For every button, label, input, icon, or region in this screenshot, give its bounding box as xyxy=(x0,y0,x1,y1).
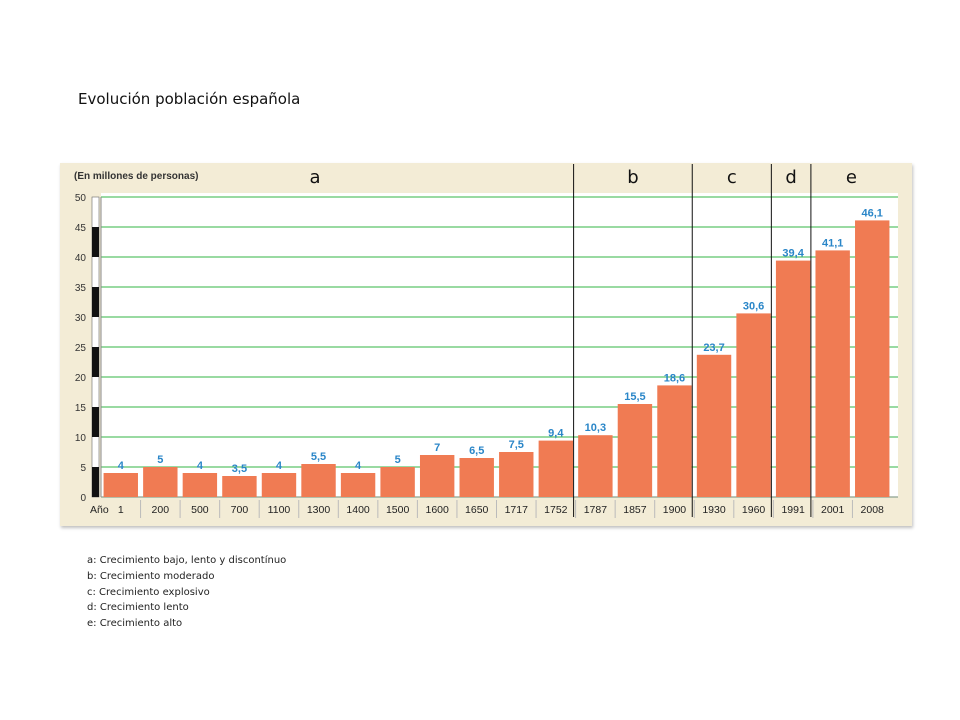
bar-1857 xyxy=(617,404,653,497)
bar-1960 xyxy=(736,313,771,497)
legend-item-e: e: Crecimiento alto xyxy=(87,618,183,630)
x-axis-label: Año xyxy=(90,504,109,516)
data-label-1717: 7,5 xyxy=(509,439,524,451)
data-label-700: 3,5 xyxy=(232,463,247,475)
x-tick-label: 1900 xyxy=(663,504,687,516)
bar-1 xyxy=(103,473,138,497)
bar-1900 xyxy=(657,385,692,497)
data-label-1: 4 xyxy=(118,460,125,472)
x-tick-label: 1500 xyxy=(386,504,410,516)
bar-1600 xyxy=(419,455,455,497)
legend-item-b: b: Crecimiento moderado xyxy=(87,570,215,582)
x-tick-label: 200 xyxy=(152,504,170,516)
bar-1752 xyxy=(538,440,574,497)
bar-500 xyxy=(182,473,218,497)
x-tick-label: 700 xyxy=(231,504,249,516)
x-tick-label: 1100 xyxy=(268,504,291,516)
x-tick-label: 1752 xyxy=(544,504,568,516)
bar-1500 xyxy=(380,467,415,497)
data-label-1900: 18,6 xyxy=(664,372,685,384)
phase-label-e: e xyxy=(846,167,857,188)
data-label-1752: 9,4 xyxy=(548,428,564,440)
y-tick-label: 35 xyxy=(75,283,87,294)
bar-1650 xyxy=(459,458,494,497)
y-tick-label: 15 xyxy=(75,403,87,414)
page-title: Evolución población española xyxy=(78,90,301,108)
legend-item-c: c: Crecimiento explosivo xyxy=(87,586,210,598)
y-tick-label: 25 xyxy=(75,343,87,354)
bar-700 xyxy=(222,476,257,497)
y-tick-label: 0 xyxy=(80,493,86,504)
y-tick-label: 45 xyxy=(75,223,87,234)
y-axis-ruler-block xyxy=(92,407,99,437)
x-tick-label: 1991 xyxy=(781,504,805,516)
bar-1300 xyxy=(301,464,336,497)
phase-label-a: a xyxy=(309,167,320,188)
bar-200 xyxy=(143,467,178,497)
x-tick-label: 1930 xyxy=(702,504,726,516)
x-tick-label: 1787 xyxy=(584,504,608,516)
phase-label-d: d xyxy=(785,167,796,188)
y-axis-ruler-block xyxy=(92,227,99,257)
x-tick-label: 1600 xyxy=(425,504,449,516)
legend: a: Crecimiento bajo, lento y discontínuo… xyxy=(87,553,286,632)
data-label-1960: 30,6 xyxy=(743,300,764,312)
y-tick-label: 50 xyxy=(75,193,87,204)
data-label-1400: 4 xyxy=(355,460,362,472)
x-tick-label: 1857 xyxy=(623,504,647,516)
phase-label-b: b xyxy=(627,167,638,188)
data-label-2008: 46,1 xyxy=(862,207,883,219)
data-label-2001: 41,1 xyxy=(822,237,843,249)
chart-frame: (En millones de personas) 0 5 10 15 20 25 30 35 4… xyxy=(60,163,912,526)
data-label-1650: 6,5 xyxy=(469,445,484,457)
data-label-200: 5 xyxy=(157,454,163,466)
phase-label-c: c xyxy=(727,167,737,188)
data-label-500: 4 xyxy=(197,460,204,472)
data-label-1100: 4 xyxy=(276,460,283,472)
y-axis-label: (En millones de personas) xyxy=(74,171,198,182)
legend-item-a: a: Crecimiento bajo, lento y discontínuo xyxy=(87,555,287,566)
x-tick-label: 1960 xyxy=(742,504,766,516)
y-tick-label: 40 xyxy=(75,253,87,264)
legend-item-d: d: Crecimiento lento xyxy=(87,602,189,614)
data-label-1300: 5,5 xyxy=(311,451,326,463)
data-label-1500: 5 xyxy=(395,454,401,466)
x-tick-label: 1650 xyxy=(465,504,489,516)
x-tick-label: 1 xyxy=(118,504,124,516)
y-tick-label: 10 xyxy=(75,433,87,444)
y-axis-ruler-block xyxy=(92,467,99,497)
data-label-1857: 15,5 xyxy=(624,391,645,403)
data-label-1991: 39,4 xyxy=(782,248,804,260)
x-tick-label: 1300 xyxy=(307,504,331,516)
x-tick-label: 500 xyxy=(191,504,209,516)
data-label-1930: 23,7 xyxy=(703,342,724,354)
bar-1100 xyxy=(261,473,297,497)
y-axis-ruler-block xyxy=(92,347,99,377)
y-tick-label: 5 xyxy=(80,463,86,474)
bar-1787 xyxy=(578,435,613,497)
bar-1930 xyxy=(696,354,732,497)
bar-1717 xyxy=(499,452,534,497)
data-label-1600: 7 xyxy=(434,442,440,454)
y-tick-label: 20 xyxy=(75,373,87,384)
bar-2008 xyxy=(855,220,890,497)
y-tick-label: 30 xyxy=(75,313,87,324)
x-tick-label: 2008 xyxy=(861,504,885,516)
bar-1400 xyxy=(340,473,376,497)
bar-1991 xyxy=(775,260,811,497)
population-bar-chart: (En millones de personas)051015202530354… xyxy=(74,164,898,518)
x-tick-label: 1717 xyxy=(505,504,529,516)
data-label-1787: 10,3 xyxy=(585,422,606,434)
y-axis-ruler-block xyxy=(92,287,99,317)
x-tick-label: 2001 xyxy=(821,504,845,516)
x-tick-label: 1400 xyxy=(346,504,370,516)
bar-2001 xyxy=(815,250,850,497)
